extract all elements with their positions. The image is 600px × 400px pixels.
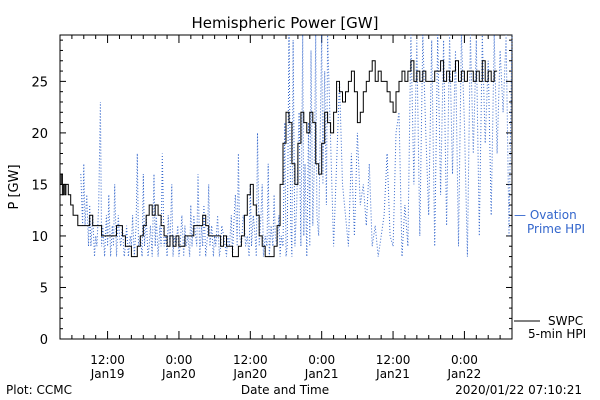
footer-left: Plot: CCMC	[6, 383, 72, 397]
x-tick-label-time: 0:00	[308, 353, 335, 367]
legend-swpc-line2: 5-min HPI	[528, 327, 586, 341]
x-tick-label-date: Jan20	[161, 367, 196, 381]
y-tick-label: 20	[31, 127, 48, 142]
x-axis-ticks: 12:00Jan190:00Jan2012:00Jan200:00Jan2112…	[59, 35, 513, 381]
y-axis-label: P [GW]	[7, 164, 22, 209]
series-ovation-prime-hpi	[80, 34, 513, 257]
x-tick-label-time: 12:00	[376, 353, 411, 367]
y-tick-label: 5	[40, 281, 48, 296]
legend-ovation-line2: Prime HPI	[527, 222, 585, 236]
legend-ovation: — Ovation Prime HPI	[514, 208, 585, 236]
x-tick-label-time: 0:00	[165, 353, 192, 367]
y-tick-label: 25	[31, 75, 48, 90]
x-tick-label-date: Jan20	[232, 367, 267, 381]
x-axis-label: Date and Time	[241, 383, 329, 397]
footer-right: 2020/01/22 07:10:21	[455, 383, 582, 397]
y-axis-ticks: 0 5 10 15 20 25	[31, 39, 512, 348]
x-tick-label-time: 12:00	[233, 353, 268, 367]
x-tick-label-date: Jan22	[447, 367, 482, 381]
x-tick-label-date: Jan19	[90, 367, 125, 381]
legend-swpc-line1: SWPC	[548, 314, 583, 328]
x-tick-label-date: Jan21	[304, 367, 339, 381]
y-tick-label: 15	[31, 178, 48, 193]
x-tick-label-time: 12:00	[90, 353, 125, 367]
legend-swpc: SWPC 5-min HPI	[514, 314, 586, 341]
chart-title: Hemispheric Power [GW]	[192, 14, 379, 32]
x-tick-label-time: 0:00	[451, 353, 478, 367]
series-swpc-5min-hpi	[60, 60, 498, 258]
series-layer	[60, 34, 513, 258]
x-tick-label-date: Jan21	[375, 367, 410, 381]
legend-ovation-line1: — Ovation	[514, 208, 577, 222]
y-tick-label: 10	[31, 230, 48, 245]
y-tick-label: 0	[40, 333, 48, 348]
